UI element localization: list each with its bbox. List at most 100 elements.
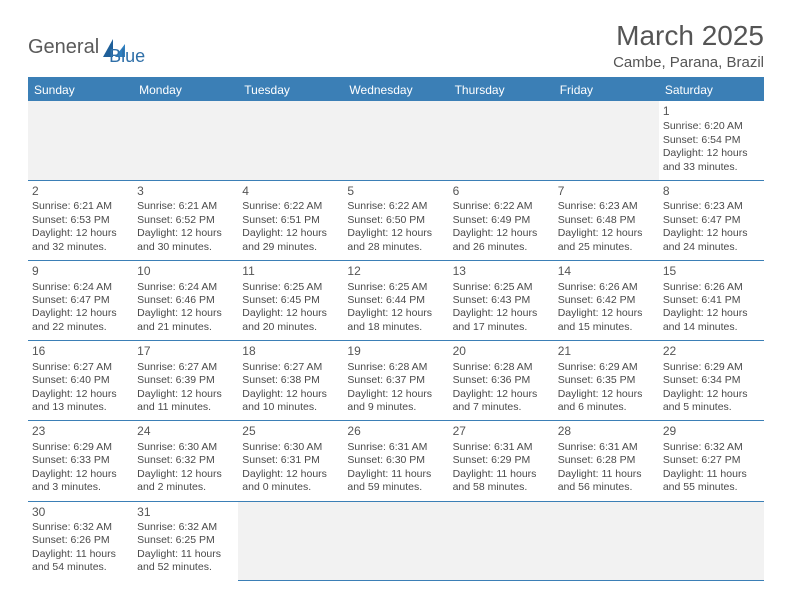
daylight-text: Daylight: 11 hours and 58 minutes.: [453, 468, 550, 495]
header: General Blue March 2025 Cambe, Parana, B…: [28, 20, 764, 71]
calendar-cell: [554, 101, 659, 181]
day-number: 5: [347, 184, 444, 199]
day-number: 8: [663, 184, 760, 199]
calendar-cell: 10Sunrise: 6:24 AMSunset: 6:46 PMDayligh…: [133, 261, 238, 341]
calendar-cell: 1Sunrise: 6:20 AMSunset: 6:54 PMDaylight…: [659, 101, 764, 181]
day-number: 30: [32, 505, 129, 520]
daylight-text: Daylight: 12 hours and 24 minutes.: [663, 227, 760, 254]
weekday-header: Monday: [133, 78, 238, 101]
calendar-row: 16Sunrise: 6:27 AMSunset: 6:40 PMDayligh…: [28, 341, 764, 421]
location: Cambe, Parana, Brazil: [613, 54, 764, 71]
sunset-text: Sunset: 6:44 PM: [347, 294, 444, 307]
day-number: 7: [558, 184, 655, 199]
sunset-text: Sunset: 6:52 PM: [137, 214, 234, 227]
day-number: 31: [137, 505, 234, 520]
calendar-cell: 16Sunrise: 6:27 AMSunset: 6:40 PMDayligh…: [28, 341, 133, 421]
sunset-text: Sunset: 6:45 PM: [242, 294, 339, 307]
sunset-text: Sunset: 6:29 PM: [453, 454, 550, 467]
sunset-text: Sunset: 6:47 PM: [32, 294, 129, 307]
sunrise-text: Sunrise: 6:26 AM: [558, 281, 655, 294]
day-number: 26: [347, 424, 444, 439]
daylight-text: Daylight: 11 hours and 55 minutes.: [663, 468, 760, 495]
sunrise-text: Sunrise: 6:30 AM: [242, 441, 339, 454]
sunrise-text: Sunrise: 6:27 AM: [32, 361, 129, 374]
day-number: 10: [137, 264, 234, 279]
day-number: 14: [558, 264, 655, 279]
sunset-text: Sunset: 6:35 PM: [558, 374, 655, 387]
sunset-text: Sunset: 6:34 PM: [663, 374, 760, 387]
sunrise-text: Sunrise: 6:24 AM: [137, 281, 234, 294]
daylight-text: Daylight: 12 hours and 18 minutes.: [347, 307, 444, 334]
sunset-text: Sunset: 6:43 PM: [453, 294, 550, 307]
daylight-text: Daylight: 12 hours and 22 minutes.: [32, 307, 129, 334]
weekday-header: Saturday: [659, 78, 764, 101]
day-number: 6: [453, 184, 550, 199]
calendar-cell: 9Sunrise: 6:24 AMSunset: 6:47 PMDaylight…: [28, 261, 133, 341]
day-number: 25: [242, 424, 339, 439]
calendar-cell: 6Sunrise: 6:22 AMSunset: 6:49 PMDaylight…: [449, 181, 554, 261]
sunset-text: Sunset: 6:31 PM: [242, 454, 339, 467]
daylight-text: Daylight: 12 hours and 11 minutes.: [137, 388, 234, 415]
day-number: 17: [137, 344, 234, 359]
logo: General Blue: [28, 28, 145, 67]
sunrise-text: Sunrise: 6:22 AM: [242, 200, 339, 213]
daylight-text: Daylight: 11 hours and 56 minutes.: [558, 468, 655, 495]
calendar-cell: 15Sunrise: 6:26 AMSunset: 6:41 PMDayligh…: [659, 261, 764, 341]
sunrise-text: Sunrise: 6:31 AM: [558, 441, 655, 454]
day-number: 4: [242, 184, 339, 199]
calendar-cell: 26Sunrise: 6:31 AMSunset: 6:30 PMDayligh…: [343, 421, 448, 501]
weekday-header-row: Sunday Monday Tuesday Wednesday Thursday…: [28, 78, 764, 101]
day-number: 24: [137, 424, 234, 439]
sunrise-text: Sunrise: 6:29 AM: [32, 441, 129, 454]
calendar-cell: [343, 501, 448, 581]
day-number: 23: [32, 424, 129, 439]
sunset-text: Sunset: 6:26 PM: [32, 534, 129, 547]
sunrise-text: Sunrise: 6:29 AM: [663, 361, 760, 374]
sunrise-text: Sunrise: 6:31 AM: [347, 441, 444, 454]
sunrise-text: Sunrise: 6:20 AM: [663, 120, 760, 133]
daylight-text: Daylight: 11 hours and 59 minutes.: [347, 468, 444, 495]
day-number: 18: [242, 344, 339, 359]
sunset-text: Sunset: 6:53 PM: [32, 214, 129, 227]
daylight-text: Daylight: 12 hours and 14 minutes.: [663, 307, 760, 334]
sunrise-text: Sunrise: 6:32 AM: [32, 521, 129, 534]
title-block: March 2025 Cambe, Parana, Brazil: [613, 20, 764, 71]
daylight-text: Daylight: 12 hours and 29 minutes.: [242, 227, 339, 254]
calendar-cell: [133, 101, 238, 181]
sunset-text: Sunset: 6:37 PM: [347, 374, 444, 387]
sunrise-text: Sunrise: 6:22 AM: [347, 200, 444, 213]
calendar-cell: 11Sunrise: 6:25 AMSunset: 6:45 PMDayligh…: [238, 261, 343, 341]
sunrise-text: Sunrise: 6:21 AM: [32, 200, 129, 213]
logo-word-2: Blue: [109, 46, 145, 67]
day-number: 28: [558, 424, 655, 439]
sunrise-text: Sunrise: 6:27 AM: [137, 361, 234, 374]
sunset-text: Sunset: 6:49 PM: [453, 214, 550, 227]
daylight-text: Daylight: 12 hours and 33 minutes.: [663, 147, 760, 174]
sunset-text: Sunset: 6:48 PM: [558, 214, 655, 227]
daylight-text: Daylight: 12 hours and 25 minutes.: [558, 227, 655, 254]
weekday-header: Sunday: [28, 78, 133, 101]
sunrise-text: Sunrise: 6:23 AM: [663, 200, 760, 213]
calendar-cell: 27Sunrise: 6:31 AMSunset: 6:29 PMDayligh…: [449, 421, 554, 501]
day-number: 15: [663, 264, 760, 279]
calendar-row: 23Sunrise: 6:29 AMSunset: 6:33 PMDayligh…: [28, 421, 764, 501]
calendar-row: 30Sunrise: 6:32 AMSunset: 6:26 PMDayligh…: [28, 501, 764, 581]
calendar-row: 2Sunrise: 6:21 AMSunset: 6:53 PMDaylight…: [28, 181, 764, 261]
calendar-cell: 14Sunrise: 6:26 AMSunset: 6:42 PMDayligh…: [554, 261, 659, 341]
calendar-cell: [28, 101, 133, 181]
weekday-header: Thursday: [449, 78, 554, 101]
day-number: 13: [453, 264, 550, 279]
sunset-text: Sunset: 6:41 PM: [663, 294, 760, 307]
daylight-text: Daylight: 12 hours and 20 minutes.: [242, 307, 339, 334]
daylight-text: Daylight: 12 hours and 15 minutes.: [558, 307, 655, 334]
month-title: March 2025: [613, 20, 764, 52]
calendar-cell: [343, 101, 448, 181]
sunset-text: Sunset: 6:38 PM: [242, 374, 339, 387]
calendar-cell: 29Sunrise: 6:32 AMSunset: 6:27 PMDayligh…: [659, 421, 764, 501]
calendar-cell: 28Sunrise: 6:31 AMSunset: 6:28 PMDayligh…: [554, 421, 659, 501]
calendar-cell: 2Sunrise: 6:21 AMSunset: 6:53 PMDaylight…: [28, 181, 133, 261]
weekday-header: Wednesday: [343, 78, 448, 101]
sunset-text: Sunset: 6:27 PM: [663, 454, 760, 467]
day-number: 29: [663, 424, 760, 439]
calendar-cell: 21Sunrise: 6:29 AMSunset: 6:35 PMDayligh…: [554, 341, 659, 421]
